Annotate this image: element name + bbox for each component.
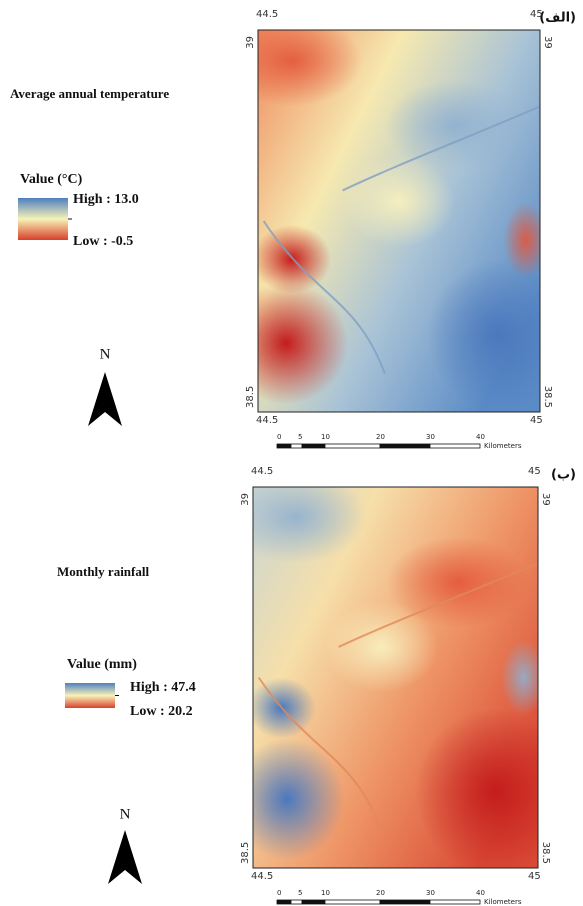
scale-label: 20 (376, 433, 385, 441)
scale-segment (276, 443, 292, 449)
scale-segment (429, 443, 481, 449)
map-panel: (ب) Monthly rainfall 44.5 45 44.5 45 39 39 38.5 3… (57, 466, 576, 906)
raster (258, 30, 540, 412)
scale-segment (301, 443, 326, 449)
scale-label: 40 (476, 433, 485, 441)
map-title: Monthly rainfall (57, 564, 149, 579)
scale-label: 10 (321, 433, 330, 441)
coord-label: 44.5 (251, 871, 273, 882)
scale-segment (290, 899, 303, 905)
map-frame (252, 486, 539, 869)
scale-label: 30 (426, 889, 435, 897)
north-arrow (108, 830, 142, 884)
scale-unit: Kilometers (484, 442, 522, 450)
map-panel: (الف) Average annual temperature 44.5 45 44.… (10, 9, 576, 450)
coord-label: 39 (240, 493, 251, 506)
legend-title: Value (°C) (20, 172, 83, 187)
legend-title: Value (mm) (67, 657, 137, 672)
scale-label: 0 (277, 889, 281, 897)
scale-label: 30 (426, 433, 435, 441)
north-label: N (100, 346, 111, 362)
legend-high: High : 47.4 (130, 680, 196, 695)
coord-label: 44.5 (251, 466, 273, 477)
raster-zone (386, 536, 530, 628)
raster-zone (253, 487, 367, 564)
coord-label: 38.5 (240, 842, 251, 864)
raster (253, 487, 538, 868)
raster-zone (253, 738, 345, 861)
raster-zone (415, 708, 538, 868)
raster-zone (258, 30, 363, 107)
raster-zone (342, 156, 456, 248)
river (257, 562, 538, 831)
coord-label: 39 (245, 36, 256, 49)
scale-segment (324, 899, 381, 905)
coord-label: 45 (528, 466, 541, 477)
raster-zone (324, 601, 439, 693)
scale-segment (324, 443, 381, 449)
scale-segment (379, 443, 431, 449)
legend-swatch (65, 683, 115, 708)
scale-label: 0 (277, 433, 281, 441)
scale-label: 5 (298, 889, 302, 897)
coord-label: 45 (528, 871, 541, 882)
scale-segment (276, 899, 292, 905)
coord-label: 44.5 (256, 9, 278, 20)
north-arrow (88, 372, 122, 426)
panel-label: (ب) (551, 468, 576, 483)
panel-label: (الف) (539, 11, 576, 26)
raster-zone (384, 79, 526, 172)
legend-low: Low : 20.2 (130, 704, 193, 719)
raster-zone (503, 201, 540, 279)
coord-label: 44.5 (256, 415, 278, 426)
scale-label: 40 (476, 889, 485, 897)
raster-zone (500, 639, 538, 716)
map-frame (257, 29, 541, 413)
coord-label: 45 (530, 415, 543, 426)
legend-high: High : 13.0 (73, 192, 139, 207)
scale-label: 5 (298, 433, 302, 441)
legend-swatch (18, 198, 68, 240)
coord-label: 38.5 (540, 842, 551, 864)
river (262, 105, 540, 375)
legend-low: Low : -0.5 (73, 234, 133, 249)
raster-zone (258, 282, 349, 405)
raster-zone (427, 259, 540, 412)
coord-label: 45 (530, 9, 543, 20)
scale-segment (379, 899, 431, 905)
scale-segment (429, 899, 481, 905)
scale-segment (301, 899, 326, 905)
coord-label: 38.5 (245, 386, 256, 408)
coord-label: 39 (542, 36, 553, 49)
scale-unit: Kilometers (484, 898, 522, 906)
raster-zone (258, 224, 332, 294)
north-label: N (120, 806, 131, 822)
map-title: Average annual temperature (10, 86, 169, 101)
scale-label: 20 (376, 889, 385, 897)
scale-label: 10 (321, 889, 330, 897)
coord-label: 38.5 (542, 386, 553, 408)
coord-label: 39 (540, 493, 551, 506)
scale-segment (290, 443, 303, 449)
